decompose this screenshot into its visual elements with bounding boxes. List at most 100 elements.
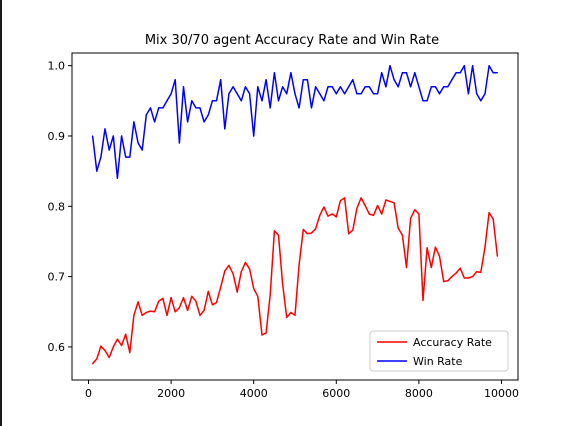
data-point <box>426 100 428 102</box>
legend-label-win-rate: Win Rate <box>413 355 463 368</box>
data-point <box>249 268 251 270</box>
data-point <box>137 301 139 303</box>
data-point <box>492 72 494 74</box>
data-point <box>372 214 375 216</box>
data-point <box>116 338 118 340</box>
y-tick-label: 0.9 <box>48 130 66 143</box>
data-point <box>315 228 317 230</box>
data-point <box>116 177 118 179</box>
data-point <box>344 197 346 199</box>
data-point <box>121 135 123 137</box>
data-point <box>315 86 317 88</box>
x-tick-label: 0 <box>85 387 92 400</box>
data-point <box>422 299 424 302</box>
data-point <box>273 230 275 232</box>
data-point <box>149 107 152 109</box>
data-point <box>467 93 469 95</box>
data-point <box>162 297 164 299</box>
data-point <box>496 72 498 74</box>
data-point <box>455 272 457 274</box>
data-point <box>385 86 387 88</box>
data-point <box>443 280 445 283</box>
data-point <box>389 65 391 67</box>
data-point <box>472 276 474 278</box>
data-point <box>112 135 114 137</box>
data-point <box>381 213 383 215</box>
data-point <box>467 277 469 279</box>
data-point <box>141 314 143 316</box>
data-point <box>339 86 341 88</box>
data-point <box>364 205 366 207</box>
data-point <box>290 311 292 314</box>
data-point <box>405 72 408 74</box>
data-point <box>104 128 106 130</box>
data-point <box>302 228 304 231</box>
data-point <box>348 86 350 88</box>
data-point <box>310 107 313 109</box>
data-point <box>166 314 168 316</box>
data-point <box>125 156 127 158</box>
data-point <box>480 100 482 102</box>
data-point <box>178 142 180 144</box>
data-point <box>195 300 197 302</box>
data-point <box>364 86 366 88</box>
y-tick-label: 0.6 <box>48 341 66 354</box>
data-point <box>104 349 106 352</box>
data-point <box>265 79 267 81</box>
data-point <box>207 290 209 292</box>
data-point <box>129 156 131 158</box>
data-point <box>335 93 337 95</box>
data-point <box>385 199 387 201</box>
data-point <box>257 295 259 297</box>
data-point <box>360 197 362 199</box>
data-point <box>335 216 337 218</box>
data-point <box>484 93 486 95</box>
data-point <box>476 271 478 273</box>
data-point <box>162 107 164 109</box>
data-point <box>220 286 222 288</box>
data-point <box>319 214 321 216</box>
data-point <box>187 121 189 123</box>
data-point <box>253 135 255 137</box>
data-point <box>215 100 218 102</box>
data-point <box>277 100 280 102</box>
x-tick-label: 8000 <box>405 387 433 400</box>
data-point <box>92 363 94 365</box>
data-point <box>277 234 280 236</box>
data-point <box>331 213 333 215</box>
data-point <box>488 65 490 67</box>
data-point <box>154 311 156 313</box>
data-point <box>174 311 176 313</box>
data-point <box>414 72 416 74</box>
x-tick-label: 6000 <box>322 387 350 400</box>
data-point <box>261 334 263 336</box>
data-point <box>401 72 403 74</box>
data-point <box>430 266 432 269</box>
data-point <box>286 316 288 318</box>
data-point <box>261 100 263 102</box>
plot-area <box>91 64 499 365</box>
data-point <box>381 72 383 74</box>
data-point <box>203 121 205 123</box>
data-point <box>199 314 201 316</box>
axis-ticks: 0 2000 4000 6000 8000 10000 0.6 0.7 0.8 0.9 1.0 <box>48 60 519 400</box>
data-point <box>178 307 180 309</box>
data-point <box>232 86 234 88</box>
data-point <box>129 352 131 354</box>
data-point <box>273 72 275 74</box>
data-point <box>492 218 494 220</box>
data-point <box>240 271 242 273</box>
data-point <box>352 79 354 81</box>
data-point <box>199 107 201 109</box>
data-point <box>310 232 313 234</box>
data-point <box>182 297 185 299</box>
data-point <box>125 333 127 335</box>
data-point <box>476 93 478 95</box>
data-point <box>418 213 420 215</box>
data-point <box>401 234 403 236</box>
series-points-accuracy-rate <box>92 197 498 365</box>
data-point <box>306 79 308 81</box>
data-point <box>484 246 486 248</box>
data-point <box>249 93 251 95</box>
